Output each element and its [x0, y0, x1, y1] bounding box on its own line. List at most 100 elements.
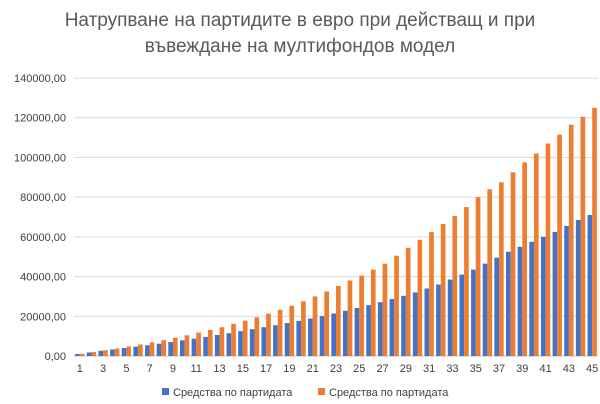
- bar-series-1: [214, 334, 220, 356]
- chart-title-line-2: въвеждане на мултифондов модел: [144, 36, 456, 57]
- bar-series-1: [238, 331, 243, 356]
- bar-series-2: [370, 269, 376, 356]
- x-tick-label: 45: [586, 363, 598, 375]
- bar-series-2: [103, 350, 108, 356]
- bar-series-2: [522, 162, 527, 356]
- y-tick-label: 20000,00: [20, 311, 66, 323]
- bar-series-2: [359, 275, 364, 356]
- bar-series-1: [86, 352, 92, 356]
- bar-series-2: [196, 332, 201, 356]
- bar-series-1: [447, 279, 453, 356]
- bar-series-2: [336, 285, 341, 356]
- bar-series-1: [436, 284, 441, 356]
- bar-series-2: [487, 189, 493, 356]
- bar-series-1: [273, 325, 278, 356]
- bar-series-2: [138, 344, 143, 356]
- bar-series-1: [191, 338, 197, 356]
- bar-series-1: [424, 288, 430, 356]
- bar-series-2: [266, 313, 271, 356]
- x-tick-label: 33: [446, 363, 458, 375]
- bar-series-1: [389, 299, 395, 356]
- x-tick-label: 1: [77, 363, 83, 375]
- bar-series-2: [161, 340, 166, 356]
- bar-series-2: [114, 348, 120, 356]
- bar-series-1: [354, 307, 360, 356]
- x-tick-label: 31: [423, 363, 435, 375]
- bar-series-2: [207, 329, 213, 356]
- bar-series-2: [347, 280, 353, 356]
- bar-series-2: [499, 182, 504, 356]
- x-tick-label: 27: [376, 363, 388, 375]
- bar-series-1: [261, 327, 267, 356]
- legend-label-series-2: Средства по партидата: [329, 387, 449, 399]
- y-tick-label: 60000,00: [20, 232, 66, 244]
- bar-series-1: [587, 215, 593, 356]
- bar-series-2: [79, 353, 85, 356]
- bar-series-2: [184, 335, 190, 356]
- y-tick-label: 140000,00: [14, 73, 66, 85]
- bar-series-2: [289, 305, 295, 356]
- y-tick-label: 120000,00: [14, 113, 66, 125]
- y-tick-label: 100000,00: [14, 152, 66, 164]
- bar-series-1: [296, 320, 302, 356]
- bar-series-1: [203, 336, 208, 356]
- bar-series-1: [121, 348, 127, 356]
- bar-series-2: [219, 327, 225, 356]
- bar-series-2: [172, 337, 178, 356]
- x-tick-label: 7: [147, 363, 153, 375]
- bar-series-2: [382, 263, 388, 356]
- x-tick-label: 25: [353, 363, 365, 375]
- bar-series-1: [319, 316, 325, 356]
- bar-series-2: [126, 346, 132, 356]
- bar-series-1: [110, 349, 115, 356]
- bar-series-1: [366, 305, 371, 356]
- bar-series-1: [145, 345, 150, 356]
- bar-series-1: [179, 340, 185, 356]
- y-tick-label: 40000,00: [20, 272, 66, 284]
- bar-series-1: [540, 236, 546, 356]
- bar-series-2: [464, 207, 469, 356]
- bar-series-2: [568, 124, 574, 357]
- bar-series-2: [429, 231, 434, 356]
- x-tick-label: 17: [260, 363, 272, 375]
- bar-series-1: [156, 343, 162, 356]
- bar-series-1: [401, 295, 406, 356]
- bar-series-1: [459, 274, 465, 356]
- bar-series-1: [506, 251, 511, 356]
- bar-series-2: [533, 153, 539, 356]
- x-tick-label: 3: [100, 363, 106, 375]
- bar-series-2: [394, 255, 399, 356]
- bar-series-1: [564, 225, 569, 356]
- bar-series-2: [242, 320, 248, 356]
- bar-series-2: [580, 116, 586, 356]
- bar-series-1: [98, 350, 104, 356]
- bar-series-1: [377, 302, 383, 356]
- bar-series-1: [412, 292, 418, 356]
- x-tick-label: 15: [237, 363, 249, 375]
- bar-series-1: [75, 354, 80, 356]
- legend-label-series-1: Средства по партидата: [173, 387, 293, 399]
- y-tick-label: 0,00: [45, 351, 66, 363]
- x-tick-label: 11: [191, 363, 202, 375]
- bar-series-2: [545, 143, 551, 356]
- bar-series-2: [475, 197, 481, 356]
- bar-series-2: [312, 296, 318, 356]
- bar-series-1: [482, 263, 488, 356]
- chart-title-line-1: Натрупване на партидите в евро при дейст…: [64, 10, 536, 31]
- bar-series-2: [592, 107, 597, 357]
- bar-series-2: [452, 216, 458, 356]
- x-tick-label: 41: [539, 363, 551, 375]
- bar-series-1: [517, 246, 523, 356]
- x-tick-label: 13: [213, 363, 225, 375]
- bar-series-2: [324, 291, 330, 356]
- bar-series-1: [529, 241, 534, 356]
- bar-series-1: [284, 323, 290, 356]
- chart-title: Натрупване на партидите в евро при дейст…: [0, 8, 600, 60]
- bar-series-2: [510, 172, 516, 356]
- x-tick-label: 43: [563, 363, 575, 375]
- x-tick-label: 37: [493, 363, 505, 375]
- x-tick-label: 19: [283, 363, 295, 375]
- bar-series-1: [331, 313, 336, 356]
- x-tick-label: 23: [330, 363, 342, 375]
